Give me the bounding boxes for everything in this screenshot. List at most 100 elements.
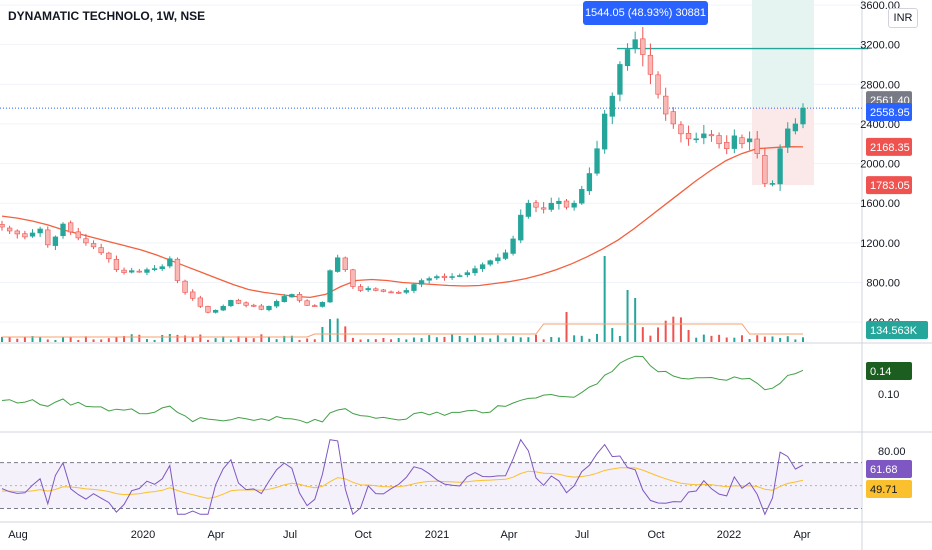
candle-body bbox=[388, 291, 394, 294]
candle-body bbox=[319, 302, 326, 307]
candle-body bbox=[45, 229, 51, 246]
volume-bar bbox=[702, 334, 705, 342]
volume-bar bbox=[802, 337, 804, 342]
volume-bar bbox=[145, 338, 148, 342]
volume-bar bbox=[626, 290, 629, 342]
label-low-bg bbox=[866, 176, 912, 195]
candle-body bbox=[785, 128, 791, 148]
candle-body bbox=[464, 272, 471, 276]
y-tick-label: 2000.00 bbox=[860, 159, 900, 171]
volume-bar bbox=[222, 336, 225, 342]
candle-body bbox=[205, 305, 211, 313]
label-indicator-bg bbox=[866, 362, 912, 380]
candle-body bbox=[113, 258, 120, 270]
label-rsi-ma: 49.71 bbox=[870, 484, 898, 496]
volume-bar bbox=[512, 336, 515, 342]
volume-bar bbox=[54, 339, 57, 342]
volume-bar bbox=[504, 338, 507, 342]
candle-body bbox=[701, 133, 707, 139]
candle-body bbox=[670, 111, 676, 125]
volume-bar bbox=[786, 336, 789, 342]
candle-body bbox=[365, 288, 371, 291]
indicator-line bbox=[1, 355, 804, 424]
y-tick-label: 3600.00 bbox=[860, 0, 900, 12]
candle-body bbox=[617, 64, 623, 95]
label-low: 1783.05 bbox=[870, 180, 910, 192]
volume-bar bbox=[771, 336, 774, 342]
candle-body bbox=[312, 305, 318, 307]
candle-body bbox=[716, 135, 722, 145]
candle-body bbox=[235, 299, 242, 304]
x-tick-label: Apr bbox=[793, 529, 810, 541]
volume-bar bbox=[77, 339, 80, 342]
candle-body bbox=[190, 291, 196, 299]
volume-bar bbox=[634, 298, 637, 342]
candle-body bbox=[220, 306, 226, 311]
candle-body bbox=[403, 290, 409, 293]
volume-bar bbox=[794, 339, 797, 342]
volume-bar bbox=[62, 337, 65, 342]
volume-bar bbox=[161, 334, 164, 342]
volume-bar bbox=[428, 335, 431, 342]
x-tick-label: Oct bbox=[354, 529, 371, 541]
volume-bar bbox=[657, 327, 660, 342]
volume-bar bbox=[359, 339, 362, 342]
candle-body bbox=[594, 148, 600, 174]
volume-bar bbox=[458, 335, 461, 342]
candle-body bbox=[29, 232, 36, 237]
volume-bar bbox=[756, 335, 759, 342]
candle-body bbox=[739, 137, 745, 145]
candle-body bbox=[258, 305, 265, 310]
candle-body bbox=[426, 278, 432, 281]
volume-bar bbox=[214, 338, 217, 342]
volume-bar bbox=[542, 339, 545, 342]
label-ma: 2168.35 bbox=[870, 142, 910, 154]
candle-body bbox=[281, 296, 287, 302]
volume-bar bbox=[245, 337, 248, 342]
volume-bar bbox=[336, 318, 339, 342]
candle-body bbox=[106, 252, 112, 260]
volume-bar bbox=[603, 256, 606, 342]
candle-body bbox=[60, 223, 66, 237]
label-ma-bg bbox=[866, 137, 912, 156]
x-tick-label: 2022 bbox=[717, 529, 741, 541]
volume-bar bbox=[496, 335, 499, 342]
volume-bar bbox=[679, 317, 682, 342]
axis-price-labels: 2561.402558.952168.351783.05134.563K0.14… bbox=[866, 91, 928, 498]
x-tick-label: 2021 bbox=[425, 529, 449, 541]
label-last-price: 2558.95 bbox=[870, 107, 910, 119]
candle-body bbox=[685, 132, 692, 140]
volume-bar bbox=[306, 338, 309, 342]
volume-bar bbox=[725, 337, 728, 342]
candle-body bbox=[663, 95, 669, 115]
label-volume: 134.563K bbox=[870, 325, 918, 337]
candle-body bbox=[518, 214, 524, 241]
candle-body bbox=[800, 107, 806, 125]
volume-bar bbox=[390, 339, 393, 342]
candle-body bbox=[75, 231, 81, 239]
volume-bar bbox=[329, 319, 332, 342]
volume-bar bbox=[763, 336, 766, 342]
volume-bar bbox=[382, 338, 385, 342]
candle-body bbox=[22, 233, 28, 238]
volume-bar bbox=[412, 337, 415, 342]
volume-bar bbox=[130, 334, 133, 342]
candle-body bbox=[525, 202, 532, 217]
candle-body bbox=[434, 276, 440, 279]
candle-body bbox=[678, 124, 684, 135]
volume-bar bbox=[779, 337, 782, 342]
candle-body bbox=[754, 138, 760, 154]
volume-bar bbox=[405, 339, 408, 342]
volume-bar bbox=[435, 337, 438, 342]
volume-bar bbox=[268, 336, 270, 342]
volume-bar bbox=[290, 335, 293, 342]
currency-button[interactable]: INR bbox=[888, 8, 918, 28]
candle-body bbox=[197, 297, 204, 307]
volume-bar bbox=[527, 337, 530, 342]
x-tick-label: Apr bbox=[500, 529, 517, 541]
volume-bar bbox=[710, 335, 713, 342]
volume-bar bbox=[664, 320, 667, 342]
y-tick-label: 1200.00 bbox=[860, 238, 900, 250]
candle-body bbox=[296, 294, 303, 301]
volume-bar bbox=[199, 334, 202, 342]
